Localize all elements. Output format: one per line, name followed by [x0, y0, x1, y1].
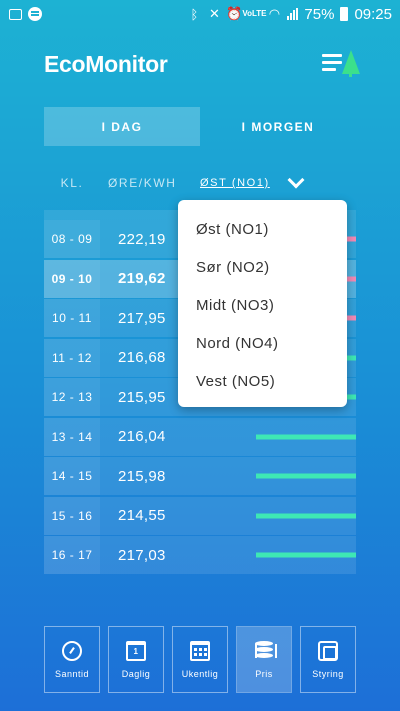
- region-option-no4[interactable]: Nord (NO4): [196, 334, 279, 352]
- nav-label: Ukentlig: [181, 668, 219, 679]
- price-unit-header: ØRE/KWH: [108, 176, 177, 190]
- calendar-day-icon: 1: [126, 640, 146, 661]
- battery-percent: 75%: [304, 5, 335, 23]
- nav-sanntid[interactable]: Sanntid: [44, 626, 100, 693]
- price-bar: [256, 434, 356, 439]
- row-time: 12 - 13: [44, 378, 100, 416]
- row-time: 14 - 15: [44, 457, 100, 495]
- column-header: KL. ØRE/KWH ØST (NO1): [44, 171, 356, 192]
- app-header: EcoMonitor: [44, 48, 360, 80]
- row-price: 217,95: [118, 309, 166, 327]
- calendar-week-icon: [190, 640, 210, 661]
- row-time: 13 - 14: [44, 417, 100, 456]
- battery-icon: [340, 7, 349, 21]
- gauge-icon: [62, 640, 82, 661]
- row-price: 219,62: [118, 270, 166, 287]
- nav-label: Pris: [255, 668, 273, 679]
- row-time: 10 - 11: [44, 299, 100, 337]
- table-row: 14 - 15 215,98: [44, 457, 356, 495]
- database-icon: [254, 640, 277, 661]
- price-bar: [256, 552, 356, 558]
- nav-ukentlig[interactable]: Ukentlig: [172, 626, 228, 693]
- tab-today[interactable]: I DAG: [44, 107, 200, 146]
- status-bar-right: ᛒ ✕ ⏰ VoLTE ◠ 75% 09:25: [187, 6, 392, 23]
- price-bar: [347, 236, 356, 242]
- mute-icon: ✕: [208, 6, 220, 21]
- table-row: 16 - 17 217,03: [44, 536, 356, 574]
- bottom-nav: Sanntid 1 Daglig Ukentlig Pris Styring: [44, 626, 356, 693]
- row-price: 222,19: [118, 230, 166, 248]
- region-dropdown: Øst (NO1) Sør (NO2) Midt (NO3) Nord (NO4…: [178, 200, 347, 407]
- signal-icon: [287, 8, 299, 20]
- alarm-icon: ⏰: [226, 6, 243, 21]
- row-time: 09 - 10: [44, 259, 100, 298]
- price-bar: [347, 394, 356, 400]
- tab-tomorrow[interactable]: I MORGEN: [241, 119, 315, 134]
- row-time: 11 - 12: [44, 338, 100, 377]
- region-option-no5[interactable]: Vest (NO5): [196, 372, 276, 390]
- chip-icon: [318, 640, 338, 661]
- nav-pris[interactable]: Pris: [236, 626, 292, 693]
- region-selector[interactable]: ØST (NO1): [200, 177, 270, 189]
- wifi-icon: ◠: [268, 6, 281, 21]
- row-price: 215,98: [118, 467, 166, 485]
- status-bar-left: [8, 7, 42, 21]
- nav-styring[interactable]: Styring: [300, 626, 356, 693]
- price-bar: [347, 355, 356, 360]
- time-column-header: KL.: [60, 176, 84, 190]
- row-time: 16 - 17: [44, 536, 100, 574]
- table-row: 13 - 14 216,04: [44, 417, 356, 456]
- row-time: 08 - 09: [44, 220, 100, 258]
- day-tabs: I DAG I MORGEN: [44, 107, 356, 146]
- bluetooth-icon: ᛒ: [190, 6, 199, 22]
- region-option-no2[interactable]: Sør (NO2): [196, 258, 270, 276]
- nav-label: Daglig: [121, 668, 151, 679]
- volte-icon: VoLTE: [242, 9, 267, 18]
- row-price: 216,04: [118, 428, 166, 445]
- gallery-icon: [8, 7, 22, 21]
- status-bar: ᛒ ✕ ⏰ VoLTE ◠ 75% 09:25: [0, 0, 400, 28]
- price-bar: [347, 315, 356, 321]
- row-price: 215,95: [118, 388, 166, 406]
- nav-label: Styring: [312, 668, 344, 679]
- region-option-no3[interactable]: Midt (NO3): [196, 296, 275, 314]
- menu-tree-logo-icon[interactable]: [322, 50, 360, 78]
- clock: 09:25: [354, 5, 392, 23]
- spotify-icon: [28, 7, 42, 21]
- row-price: 216,68: [118, 349, 166, 366]
- app-title: EcoMonitor: [44, 50, 168, 77]
- nav-daglig[interactable]: 1 Daglig: [108, 626, 164, 693]
- row-price: 214,55: [118, 507, 166, 524]
- chevron-down-icon[interactable]: [287, 171, 305, 189]
- table-row: 15 - 16 214,55: [44, 496, 356, 535]
- row-time: 15 - 16: [44, 496, 100, 535]
- region-option-no1[interactable]: Øst (NO1): [196, 220, 269, 238]
- price-bar: [256, 473, 356, 479]
- price-bar: [347, 276, 356, 281]
- price-bar: [256, 513, 356, 518]
- nav-label: Sanntid: [54, 668, 90, 679]
- row-price: 217,03: [118, 546, 166, 564]
